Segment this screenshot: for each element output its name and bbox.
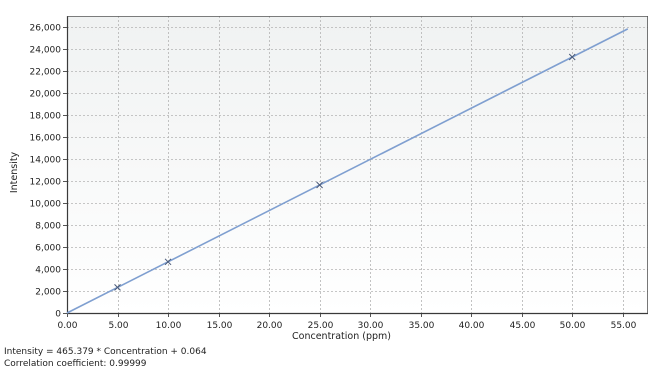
series bbox=[66, 28, 629, 314]
correlation-coefficient: Correlation coefficient: 0.99999 bbox=[4, 358, 147, 369]
data-point-marker bbox=[316, 181, 323, 189]
y-tick-label: 6,000 bbox=[35, 244, 61, 254]
y-tick-label: 10,000 bbox=[30, 200, 62, 210]
regression-summary: Intensity = 465.379 * Concentration + 0.… bbox=[4, 347, 207, 370]
fit-line bbox=[66, 28, 629, 314]
x-tick-label: 55.00 bbox=[611, 321, 637, 331]
x-tick-label: 5.00 bbox=[108, 321, 128, 331]
y-tick-label: 12,000 bbox=[30, 178, 62, 188]
y-tick-label: 2,000 bbox=[35, 288, 61, 298]
x-tick-label: 35.00 bbox=[409, 321, 435, 331]
x-tick-label: 10.00 bbox=[156, 321, 182, 331]
y-tick-label: 14,000 bbox=[30, 156, 62, 166]
y-tick-label: 22,000 bbox=[30, 68, 62, 78]
y-tick-label: 18,000 bbox=[30, 112, 62, 122]
data-point-marker bbox=[114, 284, 121, 291]
y-tick-label: 24,000 bbox=[30, 46, 62, 56]
x-tick-label: 20.00 bbox=[257, 321, 283, 331]
y-tick-label: 26,000 bbox=[30, 24, 62, 34]
x-tick-label: 45.00 bbox=[510, 321, 536, 331]
x-tick-label: 25.00 bbox=[308, 321, 334, 331]
y-tick-label: 20,000 bbox=[30, 90, 62, 100]
y-tick-label: 0 bbox=[55, 310, 61, 320]
x-tick-label: 50.00 bbox=[560, 321, 586, 331]
grid bbox=[67, 16, 648, 313]
data-point-marker bbox=[164, 258, 172, 266]
y-tick-label: 8,000 bbox=[35, 222, 61, 232]
regression-equation: Intensity = 465.379 * Concentration + 0.… bbox=[4, 347, 207, 357]
y-tick-label: 4,000 bbox=[35, 266, 61, 276]
x-tick-label: 30.00 bbox=[358, 321, 384, 331]
x-tick-label: 0.00 bbox=[57, 321, 77, 331]
x-tick-label: 15.00 bbox=[207, 321, 233, 331]
y-axis-title: Intensity bbox=[9, 151, 20, 193]
y-tick-label: 16,000 bbox=[30, 134, 62, 144]
tick-labels: 0.00 5.00 10.00 15.00 20.00 25.00 30.00 35.00 40… bbox=[30, 24, 637, 332]
x-axis-title: Concentration (ppm) bbox=[292, 331, 391, 342]
axes bbox=[63, 16, 648, 317]
x-tick-label: 40.00 bbox=[459, 321, 485, 331]
data-point-marker bbox=[568, 53, 576, 61]
